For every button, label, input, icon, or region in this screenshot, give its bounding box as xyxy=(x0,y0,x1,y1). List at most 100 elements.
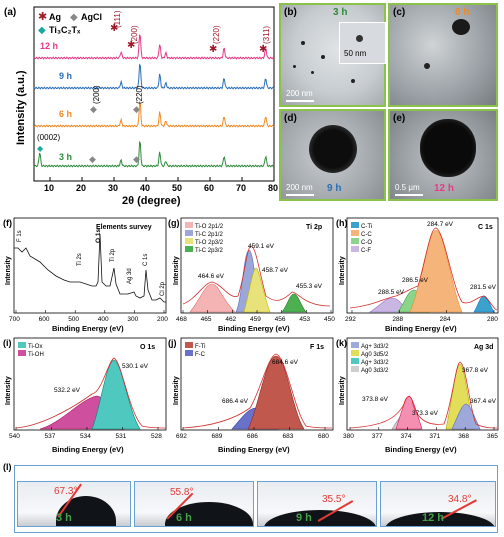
legend-item: F-Ti xyxy=(195,344,205,350)
xrd-trace xyxy=(33,100,275,128)
fit-envelope xyxy=(182,245,331,307)
x-tick-label: 20 xyxy=(76,183,86,193)
panel-label-k: (k) xyxy=(336,338,347,348)
survey-peak: F 1s xyxy=(17,230,23,242)
x-tick-label: 280 xyxy=(487,316,498,323)
peak-label: 288.5 eV xyxy=(378,289,405,296)
survey-peak: Cl 2p xyxy=(160,281,166,296)
x-tick-label: 365 xyxy=(487,433,498,440)
nanoparticle xyxy=(452,19,470,35)
xps-f-title: Elements survey xyxy=(96,224,152,231)
legend-item: Ti-Ox xyxy=(28,344,42,350)
ti3c2-diamond-icon: ◆ xyxy=(38,25,46,36)
x-tick-label: 450 xyxy=(324,316,335,323)
legend-item: Ti-O 2p3/2 xyxy=(195,240,224,246)
xps-k-title: Ag 3d xyxy=(474,344,493,351)
x-tick-label: 371 xyxy=(429,433,440,440)
fit-envelope xyxy=(349,227,498,311)
tem-inset: 50 nm xyxy=(339,22,386,64)
legend-item: Ag0 3d3/2 xyxy=(361,368,389,374)
panel-label-e: (e) xyxy=(393,113,406,124)
tem-panel-d: (d) 200 nm 9 h xyxy=(279,109,386,201)
inset-scale: 50 nm xyxy=(344,49,367,58)
legend-j: F-Ti F-C xyxy=(185,342,206,358)
panel-label-j: (j) xyxy=(168,338,177,348)
ti3c2-diamond-icon: ◆ xyxy=(37,144,44,153)
nanoparticle-cluster xyxy=(309,125,357,173)
tem-time-b: 3 h xyxy=(333,7,348,18)
ag-star-icon: ✱ xyxy=(259,44,267,55)
x-tick-label: 60 xyxy=(204,183,214,193)
xrd-trace-label: 12 h xyxy=(40,41,58,51)
ag-star-icon: ✱ xyxy=(38,11,47,23)
tem-time-e: 12 h xyxy=(434,183,455,194)
peak-label: 373.3 eV xyxy=(412,410,439,417)
nanoparticle xyxy=(356,35,363,42)
ag-star-icon: ✱ xyxy=(110,23,118,34)
ag-star-icon: ✱ xyxy=(209,44,217,55)
droplet-image xyxy=(257,481,377,527)
droplet-image xyxy=(17,481,131,527)
x-tick-label: 30 xyxy=(108,183,118,193)
survey-peak: Ti 2s xyxy=(77,253,83,266)
contact-angle-time: 12 h xyxy=(422,512,445,524)
panel-label-g: (g) xyxy=(168,218,180,228)
x-tick-label: 680 xyxy=(318,433,329,440)
scale-bar xyxy=(395,194,423,196)
legend-item: C-C xyxy=(361,232,372,238)
survey-peak: Ti 2p xyxy=(110,248,116,262)
nanoparticle xyxy=(311,71,314,74)
x-tick-label: 500 xyxy=(68,316,79,323)
xrd-legend-agcl: AgCl xyxy=(81,12,102,22)
nanoparticle xyxy=(424,63,430,69)
contact-angle-time: 3 h xyxy=(56,512,72,524)
legend-g: Ti-O 2p1/2 Ti-C 2p1/2 Ti-O 2p3/2 Ti-C 2p… xyxy=(185,222,224,254)
x-tick-label: 683 xyxy=(283,433,294,440)
survey-peak: Ag 3d xyxy=(127,268,133,284)
agcl-diamond-icon: ◆ xyxy=(89,154,96,164)
x-tick-label: 80 xyxy=(268,183,278,193)
x-tick-label: 50 xyxy=(172,183,182,193)
survey-peak: C 1s xyxy=(143,254,149,266)
xrd-trace xyxy=(33,141,275,168)
peak-label-111: (111) xyxy=(113,10,122,28)
x-tick-label: 689 xyxy=(212,433,223,440)
droplet-image xyxy=(380,481,496,527)
xps-f-frame xyxy=(13,217,167,314)
agcl-diamond-icon: ◆ xyxy=(90,104,97,114)
xps-h-title: C 1s xyxy=(478,224,493,231)
xps-ylabel: Intensity xyxy=(173,256,180,285)
peak-label-agcl-200: (200) xyxy=(92,85,101,104)
fit-envelope xyxy=(15,357,167,429)
nanoparticle xyxy=(351,79,355,83)
contact-angle-frame xyxy=(14,465,498,533)
peak-ti-c-2p3 xyxy=(281,293,307,313)
x-tick-label: 465 xyxy=(201,316,212,323)
droplet-image xyxy=(134,481,254,527)
x-tick-label: 600 xyxy=(39,316,50,323)
x-tick-label: 459 xyxy=(250,316,261,323)
xrd-trace-label: 3 h xyxy=(59,152,72,162)
fit-envelope xyxy=(349,361,498,429)
survey-peak: O 1s xyxy=(95,229,102,243)
x-tick-label: 456 xyxy=(275,316,286,323)
x-tick-label: 368 xyxy=(458,433,469,440)
xps-xlabel: Binding Energy (eV) xyxy=(52,324,124,333)
x-tick-label: 468 xyxy=(176,316,187,323)
legend-item: Ti-O 2p1/2 xyxy=(195,224,224,230)
legend-item: Ag+ 3d3/2 xyxy=(361,344,389,350)
xps-xlabel: Binding Energy (eV) xyxy=(218,445,290,454)
peak-label: 367.4 eV xyxy=(470,398,497,405)
xrd-plot-frame xyxy=(33,6,275,182)
nanoparticle-cluster xyxy=(420,119,476,177)
tem-scale-e: 0.5 μm xyxy=(395,183,420,192)
peak-label: 373.8 eV xyxy=(362,396,389,403)
peak-label: 286.5 eV xyxy=(402,277,429,284)
peak-ti-ox xyxy=(91,359,141,430)
contact-angle-time: 9 h xyxy=(296,512,312,524)
legend-item: Ti-C 2p1/2 xyxy=(195,232,223,238)
panel-label-b: (b) xyxy=(284,7,297,18)
xps-h-frame xyxy=(346,217,499,314)
x-tick-label: 531 xyxy=(116,433,127,440)
